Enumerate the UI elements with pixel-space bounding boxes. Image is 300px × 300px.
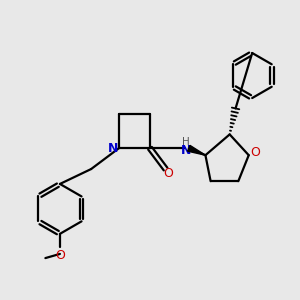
Text: N: N bbox=[107, 142, 118, 155]
Text: H: H bbox=[182, 137, 190, 147]
Text: O: O bbox=[164, 167, 173, 180]
Text: N: N bbox=[181, 143, 192, 157]
Polygon shape bbox=[188, 146, 206, 155]
Text: O: O bbox=[251, 146, 261, 159]
Text: O: O bbox=[55, 249, 65, 262]
